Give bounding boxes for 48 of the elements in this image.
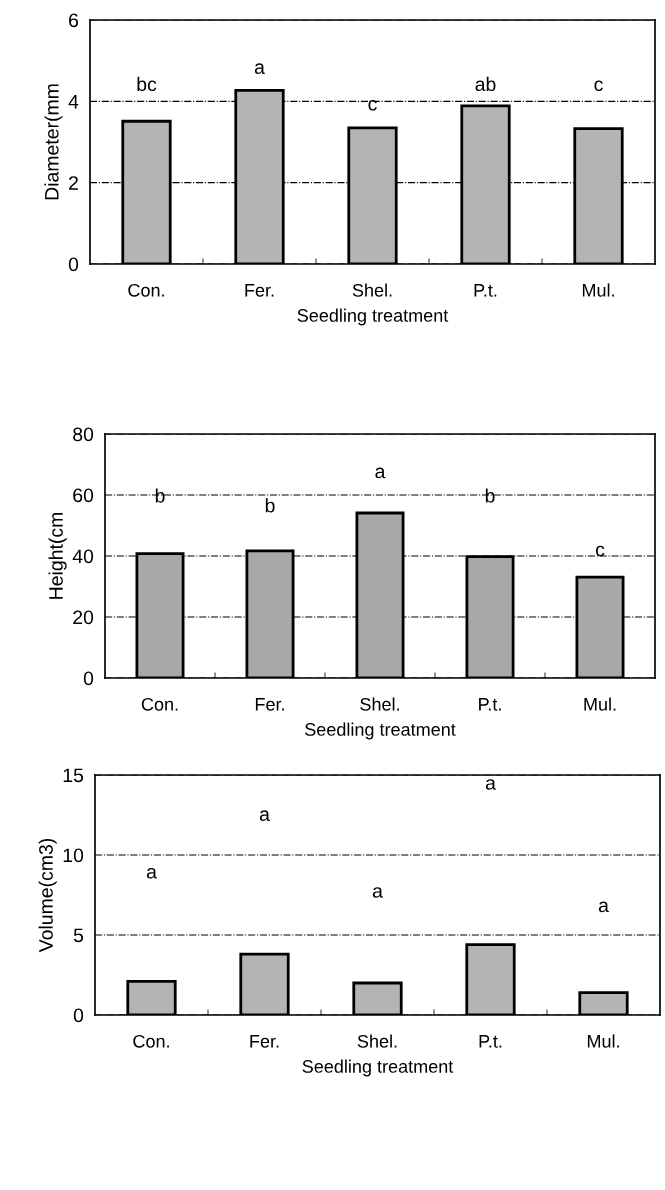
x-tick-label: Mul. [587,1034,619,1048]
y-tick-label: 2 [69,176,78,190]
annotation: ab [475,76,496,92]
annotation: a [598,901,609,913]
y-tick-label: 60 [73,488,94,503]
y-tick-label: 40 [72,549,94,564]
annotation: a [372,887,383,898]
x-tick-label: Shel. [357,1034,397,1048]
x-tick-label: Con. [141,697,178,711]
x-tick-label: Mul. [582,283,614,297]
x-axis-title: Seedling treatment [305,722,456,740]
annotation: c [595,545,605,557]
annotation: bc [137,76,157,92]
x-tick-label: Fer. [245,284,274,297]
y-tick-label: 0 [83,671,94,686]
y-tick-label: 0 [73,1008,84,1023]
x-axis-title: Seedling treatment [297,308,449,326]
x-tick-label: Shel. [360,697,399,711]
y-tick-label: 20 [73,610,94,625]
x-tick-label: Fer. [250,1035,279,1048]
x-tick-label: Mul. [584,697,616,711]
annotation: a [259,810,270,822]
x-tick-label: P.t. [479,1035,502,1048]
y-tick-label: 6 [69,13,79,28]
x-tick-label: Con. [133,1034,169,1048]
x-axis-title: Seedling treatment [302,1059,454,1077]
annotation: a [375,467,386,479]
annotation: a [146,867,157,879]
y-tick-label: 10 [63,848,84,863]
y-tick-label: 15 [63,768,84,783]
y-tick-label: 0 [68,257,79,272]
x-tick-label: Fer. [255,698,284,711]
y-tick-label: 5 [73,928,84,943]
x-tick-label: Con. [128,283,164,297]
annotation: a [254,63,265,75]
x-tick-label: Shel. [352,283,392,297]
y-axis-title: Height(cm [48,512,67,599]
y-axis-title: Diameter(mm [44,84,63,200]
annotation: b [155,488,165,503]
x-tick-label: P.t. [479,698,501,711]
annotation: c [594,80,603,92]
y-axis-title: Volume(cm3) [38,838,57,953]
annotation: a [485,779,496,790]
y-tick-label: 4 [68,95,79,109]
y-tick-label: 80 [73,427,94,442]
annotation: b [485,488,495,503]
annotation: b [265,498,275,513]
x-tick-label: P.t. [474,284,497,297]
